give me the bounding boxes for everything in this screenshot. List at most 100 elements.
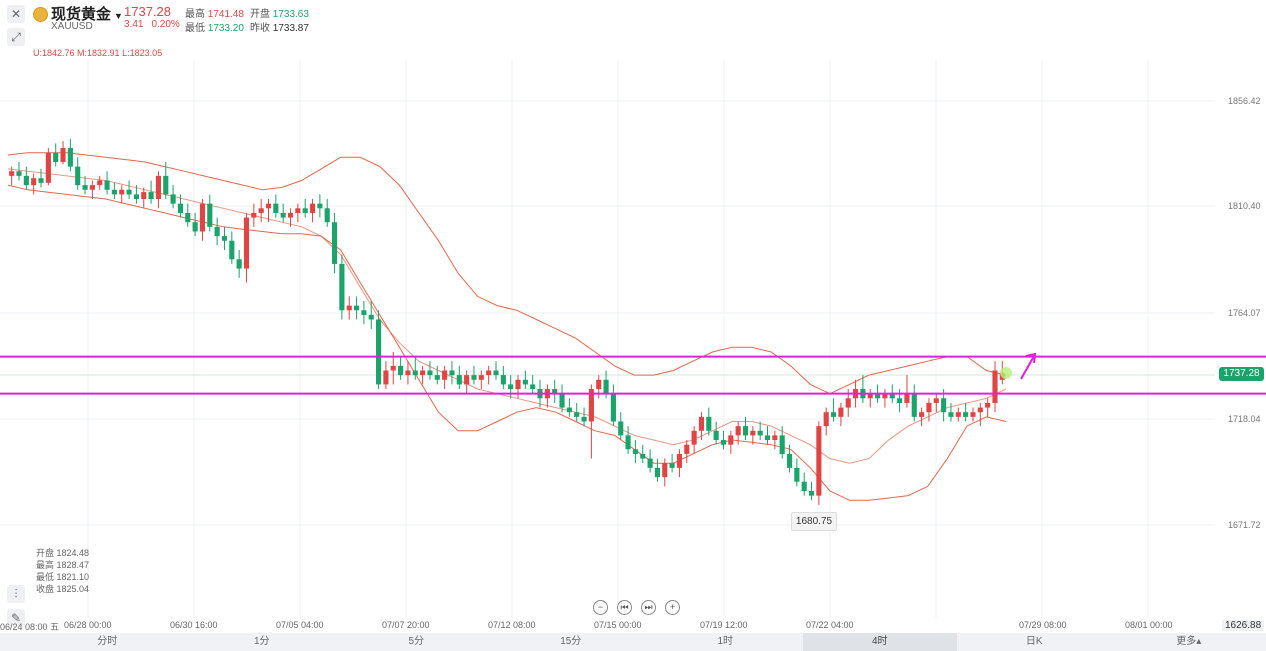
tab-4hour[interactable]: 4时 bbox=[802, 633, 957, 651]
candle-body bbox=[163, 175, 169, 195]
candle-body bbox=[111, 189, 117, 195]
candle-body bbox=[464, 375, 470, 385]
bottom-right-price: 1626.88 bbox=[1222, 620, 1265, 631]
candle-body bbox=[434, 375, 440, 380]
candle-body bbox=[530, 384, 536, 390]
candle-body bbox=[977, 407, 983, 413]
candle-body bbox=[867, 393, 873, 399]
tab-5min[interactable]: 5分 bbox=[408, 636, 425, 647]
candle-body bbox=[933, 398, 939, 403]
candle-body bbox=[647, 458, 653, 468]
candle-body bbox=[926, 402, 932, 413]
candle-body bbox=[684, 444, 690, 454]
tab-timeshare[interactable]: 分时 bbox=[97, 636, 118, 647]
candle-body bbox=[273, 203, 279, 213]
candle-body bbox=[368, 314, 374, 320]
skip-forward-button[interactable]: ⏭ bbox=[641, 600, 656, 615]
candle-body bbox=[500, 375, 506, 385]
skip-back-button[interactable]: ⏮ bbox=[617, 600, 632, 615]
candle-body bbox=[640, 453, 646, 459]
candle-body bbox=[632, 449, 638, 454]
symbol-name[interactable]: 现货黄金 ▼ bbox=[51, 6, 123, 23]
candle-body bbox=[229, 240, 235, 260]
candle-body bbox=[845, 398, 851, 408]
low-price-marker: 1680.75 bbox=[791, 512, 837, 531]
tab-spacer bbox=[0, 633, 30, 651]
candle-body bbox=[82, 185, 88, 190]
candle-body bbox=[603, 379, 609, 394]
candle-body bbox=[155, 175, 162, 200]
ohlc-open: 开盘 1824.48 bbox=[36, 548, 90, 558]
candle-body bbox=[16, 171, 22, 176]
candle-body bbox=[889, 393, 895, 399]
candle-body bbox=[207, 203, 213, 227]
candle-body bbox=[398, 365, 404, 376]
boll-lower-line bbox=[7, 184, 1007, 501]
boll-values: U:1842.76 M:1832.91 L:1823.05 bbox=[33, 48, 163, 58]
bollinger-bands bbox=[7, 152, 1007, 501]
candle-body bbox=[882, 393, 888, 399]
candle-body bbox=[522, 379, 528, 385]
chart-grid bbox=[0, 60, 1215, 618]
stat-low: 最低 1733.20 bbox=[185, 23, 244, 34]
candle-body bbox=[353, 305, 360, 311]
candle-body bbox=[698, 416, 705, 431]
candle-body bbox=[170, 194, 176, 204]
candle-body bbox=[339, 263, 345, 311]
tab-more[interactable]: 更多▴ bbox=[1176, 636, 1202, 647]
candle-body bbox=[941, 398, 947, 413]
candle-body bbox=[456, 375, 462, 385]
tab-1hour[interactable]: 1时 bbox=[717, 636, 734, 647]
candle-body bbox=[427, 370, 433, 376]
candle-body bbox=[23, 175, 29, 186]
candle-body bbox=[508, 384, 514, 390]
x-tick: 06/30 16:00 bbox=[170, 620, 218, 630]
candle-body bbox=[552, 389, 558, 394]
candle-body bbox=[919, 412, 925, 417]
x-tick: 08/01 00:00 bbox=[1125, 620, 1173, 630]
candle-body bbox=[897, 398, 903, 403]
drawing-tool-icon[interactable]: ⤢ bbox=[7, 28, 25, 46]
candle-body bbox=[970, 412, 976, 417]
candle-body bbox=[478, 375, 484, 380]
candle-body bbox=[9, 171, 15, 176]
close-icon[interactable]: ✕ bbox=[7, 5, 25, 23]
candle-body bbox=[148, 192, 154, 200]
ohlc-low: 最低 1821.10 bbox=[36, 572, 90, 582]
candle-body bbox=[728, 435, 734, 445]
candle-body bbox=[801, 481, 807, 492]
up-arrow-annotation bbox=[1000, 352, 1037, 380]
candle-body bbox=[141, 192, 147, 200]
zoom-out-button[interactable]: − bbox=[593, 600, 608, 615]
candle-body bbox=[669, 463, 675, 468]
candle-body bbox=[816, 426, 822, 496]
candle-body bbox=[559, 393, 565, 408]
candle-body bbox=[779, 435, 785, 454]
candle-body bbox=[309, 203, 316, 213]
candle-body bbox=[324, 208, 330, 223]
tab-15min[interactable]: 15分 bbox=[560, 636, 582, 647]
y-tick: 1810.40 bbox=[1228, 201, 1261, 211]
candle-body bbox=[588, 389, 594, 422]
stat-open: 开盘 1733.63 bbox=[250, 9, 309, 20]
candle-body bbox=[104, 180, 110, 190]
candle-body bbox=[185, 212, 191, 223]
candle-body bbox=[133, 194, 139, 200]
candle-body bbox=[67, 148, 73, 167]
candle-body bbox=[38, 178, 44, 183]
candle-body bbox=[823, 412, 829, 427]
y-tick: 1671.72 bbox=[1228, 520, 1261, 530]
candle-body bbox=[412, 370, 418, 376]
candle-body bbox=[177, 203, 184, 213]
indicator-icon[interactable]: ⫶ bbox=[7, 585, 25, 603]
candle-body bbox=[317, 203, 323, 209]
tab-daily[interactable]: 日K bbox=[1025, 636, 1043, 647]
pen-icon[interactable]: ✎ bbox=[7, 609, 25, 627]
candle-body bbox=[192, 222, 198, 232]
tab-1min[interactable]: 1分 bbox=[253, 636, 270, 647]
y-tick: 1764.07 bbox=[1228, 308, 1261, 318]
zoom-in-button[interactable]: + bbox=[665, 600, 680, 615]
candle-body bbox=[566, 407, 572, 413]
candle-body bbox=[258, 208, 264, 213]
